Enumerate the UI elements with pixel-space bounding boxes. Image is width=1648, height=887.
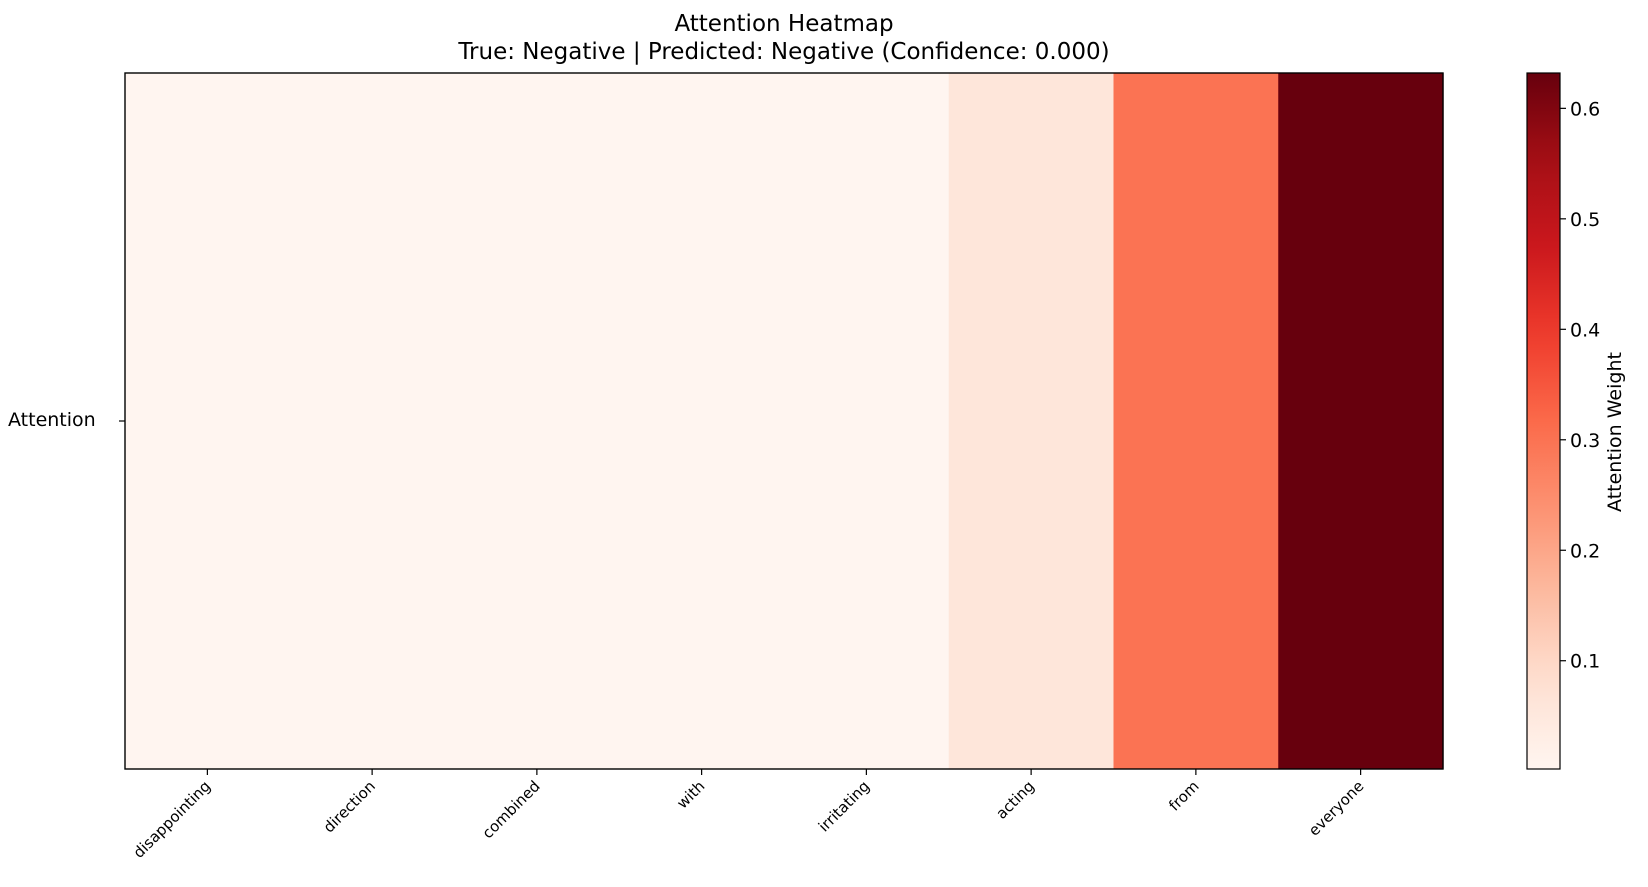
colorbar-tick-label: 0.4	[1570, 319, 1600, 341]
x-tick-label: irritating	[815, 777, 873, 835]
heatmap-cell	[125, 73, 291, 769]
heatmap-cell	[1278, 73, 1444, 769]
colorbar-tick-label: 0.3	[1570, 430, 1600, 452]
chart-title: Attention Heatmap	[674, 11, 894, 37]
x-tick-label: from	[1165, 777, 1202, 814]
heatmap-cell	[454, 73, 620, 769]
x-tick-label: disappointing	[130, 777, 215, 862]
x-tick-label: direction	[320, 777, 379, 836]
colorbar-gradient	[1527, 73, 1560, 769]
colorbar-tick-label: 0.5	[1570, 209, 1600, 231]
x-tick-label: with	[673, 777, 708, 812]
x-tick-label: everyone	[1305, 777, 1367, 839]
colorbar-tick-label: 0.2	[1570, 540, 1600, 562]
heatmap-cell	[948, 73, 1115, 769]
x-tick-label: combined	[479, 777, 544, 842]
heatmap-cell	[619, 73, 785, 769]
heatmap-cell	[1113, 73, 1279, 769]
heatmap-cell	[289, 73, 456, 769]
colorbar-frame	[1526, 72, 1561, 770]
y-tick-label: Attention	[8, 409, 96, 431]
colorbar-tick-label: 0.1	[1570, 651, 1600, 673]
colorbar-tick-label: 0.6	[1570, 98, 1600, 120]
chart-subtitle: True: Negative | Predicted: Negative (Co…	[458, 39, 1110, 65]
heatmap-cell	[784, 73, 950, 769]
x-tick-label: acting	[992, 777, 1038, 823]
